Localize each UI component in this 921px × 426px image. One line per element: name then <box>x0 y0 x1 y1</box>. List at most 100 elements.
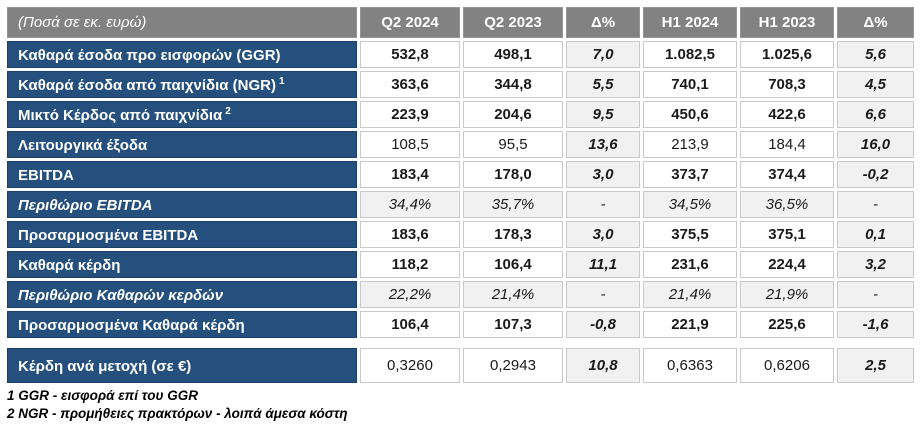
delta-cell: 0,1 <box>837 221 914 248</box>
column-header-delta-q: Δ% <box>566 7 640 38</box>
value-cell: 363,6 <box>360 71 460 98</box>
value-cell: 34,5% <box>643 191 737 218</box>
delta-cell: 3,0 <box>566 161 640 188</box>
value-cell: 740,1 <box>643 71 737 98</box>
row-label-text: EBITDA <box>18 166 74 184</box>
delta-cell: 16,0 <box>837 131 914 158</box>
row-label-text: Περιθώριο EBITDA <box>18 196 153 214</box>
table-row: Καθαρά κέρδη 118,2 106,4 11,1 231,6 224,… <box>7 251 914 278</box>
delta-cell: -1,6 <box>837 311 914 338</box>
row-label-text: Μικτό Κέρδος από παιχνίδια <box>18 106 223 124</box>
value-cell: 373,7 <box>643 161 737 188</box>
table-row: Καθαρά έσοδα προ εισφορών (GGR) 532,8 49… <box>7 41 914 68</box>
delta-cell: - <box>837 281 914 308</box>
delta-cell: 9,5 <box>566 101 640 128</box>
delta-cell: 6,6 <box>837 101 914 128</box>
delta-cell: 5,6 <box>837 41 914 68</box>
value-cell: 498,1 <box>463 41 563 68</box>
value-cell: 184,4 <box>740 131 834 158</box>
value-cell: 708,3 <box>740 71 834 98</box>
value-cell: 22,2% <box>360 281 460 308</box>
row-label: Προσαρμοσμένα Καθαρά κέρδη <box>7 311 357 338</box>
row-spacer-cell <box>7 341 914 345</box>
footnote-2: 2 NGR - προμήθειες πρακτόρων - λοιπά άμε… <box>7 405 348 421</box>
column-header-q2-2023: Q2 2023 <box>463 7 563 38</box>
table-row: EBITDA 183,4 178,0 3,0 373,7 374,4 -0,2 <box>7 161 914 188</box>
value-cell: 183,4 <box>360 161 460 188</box>
value-cell: 178,0 <box>463 161 563 188</box>
row-label: Καθαρά κέρδη <box>7 251 357 278</box>
row-label-text: Προσαρμοσμένα Καθαρά κέρδη <box>18 316 245 334</box>
value-cell: 0,6363 <box>643 348 737 383</box>
row-label-text: Κέρδη ανά μετοχή (σε €) <box>18 357 192 375</box>
delta-cell: - <box>566 191 640 218</box>
value-cell: 213,9 <box>643 131 737 158</box>
value-cell: 375,1 <box>740 221 834 248</box>
column-header-q2-2024: Q2 2024 <box>360 7 460 38</box>
value-cell: 36,5% <box>740 191 834 218</box>
value-cell: 1.025,6 <box>740 41 834 68</box>
value-cell: 231,6 <box>643 251 737 278</box>
row-label: Λειτουργικά έξοδα <box>7 131 357 158</box>
delta-cell: 3,0 <box>566 221 640 248</box>
value-cell: 374,4 <box>740 161 834 188</box>
value-cell: 225,6 <box>740 311 834 338</box>
row-label-text: Καθαρά κέρδη <box>18 256 121 274</box>
row-label-text: Καθαρά έσοδα προ εισφορών (GGR) <box>18 46 281 64</box>
delta-cell: - <box>837 191 914 218</box>
delta-cell: 7,0 <box>566 41 640 68</box>
value-cell: 422,6 <box>740 101 834 128</box>
row-label: EBITDA <box>7 161 357 188</box>
value-cell: 107,3 <box>463 311 563 338</box>
value-cell: 95,5 <box>463 131 563 158</box>
value-cell: 221,9 <box>643 311 737 338</box>
header-row: (Ποσά σε εκ. ευρώ) Q2 2024 Q2 2023 Δ% H1… <box>7 7 914 38</box>
value-cell: 450,6 <box>643 101 737 128</box>
delta-cell: 3,2 <box>837 251 914 278</box>
row-label-text: Καθαρά έσοδα από παιχνίδια (NGR) <box>18 76 276 94</box>
delta-cell: 11,1 <box>566 251 640 278</box>
value-cell: 21,4% <box>463 281 563 308</box>
financial-results-table: (Ποσά σε εκ. ευρώ) Q2 2024 Q2 2023 Δ% H1… <box>4 4 917 386</box>
delta-cell: 13,6 <box>566 131 640 158</box>
table-row: Προσαρμοσμένα EBITDA 183,6 178,3 3,0 375… <box>7 221 914 248</box>
table-row: Καθαρά έσοδα από παιχνίδια (NGR) 1 363,6 … <box>7 71 914 98</box>
value-cell: 108,5 <box>360 131 460 158</box>
row-label: Περιθώριο EBITDA <box>7 191 357 218</box>
value-cell: 106,4 <box>360 311 460 338</box>
row-label: Κέρδη ανά μετοχή (σε €) <box>7 348 357 383</box>
row-label: Προσαρμοσμένα EBITDA <box>7 221 357 248</box>
column-header-h1-2023: H1 2023 <box>740 7 834 38</box>
delta-cell: 4,5 <box>837 71 914 98</box>
value-cell: 0,2943 <box>463 348 563 383</box>
value-cell: 183,6 <box>360 221 460 248</box>
value-cell: 35,7% <box>463 191 563 218</box>
value-cell: 375,5 <box>643 221 737 248</box>
value-cell: 118,2 <box>360 251 460 278</box>
column-header-delta-h: Δ% <box>837 7 914 38</box>
delta-cell: 5,5 <box>566 71 640 98</box>
table-row: Προσαρμοσμένα Καθαρά κέρδη 106,4 107,3 -… <box>7 311 914 338</box>
value-cell: 34,4% <box>360 191 460 218</box>
table-row: Μικτό Κέρδος από παιχνίδια 2 223,9 204,6 … <box>7 101 914 128</box>
table-row: Περιθώριο EBITDA 34,4% 35,7% - 34,5% 36,… <box>7 191 914 218</box>
delta-cell: 10,8 <box>566 348 640 383</box>
footnote-ref: 2 <box>225 105 231 117</box>
row-label-text: Λειτουργικά έξοδα <box>18 136 148 154</box>
row-label-text: Προσαρμοσμένα EBITDA <box>18 226 199 244</box>
value-cell: 178,3 <box>463 221 563 248</box>
value-cell: 21,9% <box>740 281 834 308</box>
row-label-text: Περιθώριο Καθαρών κερδών <box>18 286 224 304</box>
value-cell: 21,4% <box>643 281 737 308</box>
table-units-header: (Ποσά σε εκ. ευρώ) <box>7 7 357 38</box>
value-cell: 344,8 <box>463 71 563 98</box>
value-cell: 0,3260 <box>360 348 460 383</box>
value-cell: 0,6206 <box>740 348 834 383</box>
table-row: Περιθώριο Καθαρών κερδών 22,2% 21,4% - 2… <box>7 281 914 308</box>
value-cell: 106,4 <box>463 251 563 278</box>
table-row: Κέρδη ανά μετοχή (σε €) 0,3260 0,2943 10… <box>7 348 914 383</box>
footnote-1: 1 GGR - εισφορά επί του GGR <box>7 388 199 403</box>
row-label: Περιθώριο Καθαρών κερδών <box>7 281 357 308</box>
column-header-h1-2024: H1 2024 <box>643 7 737 38</box>
